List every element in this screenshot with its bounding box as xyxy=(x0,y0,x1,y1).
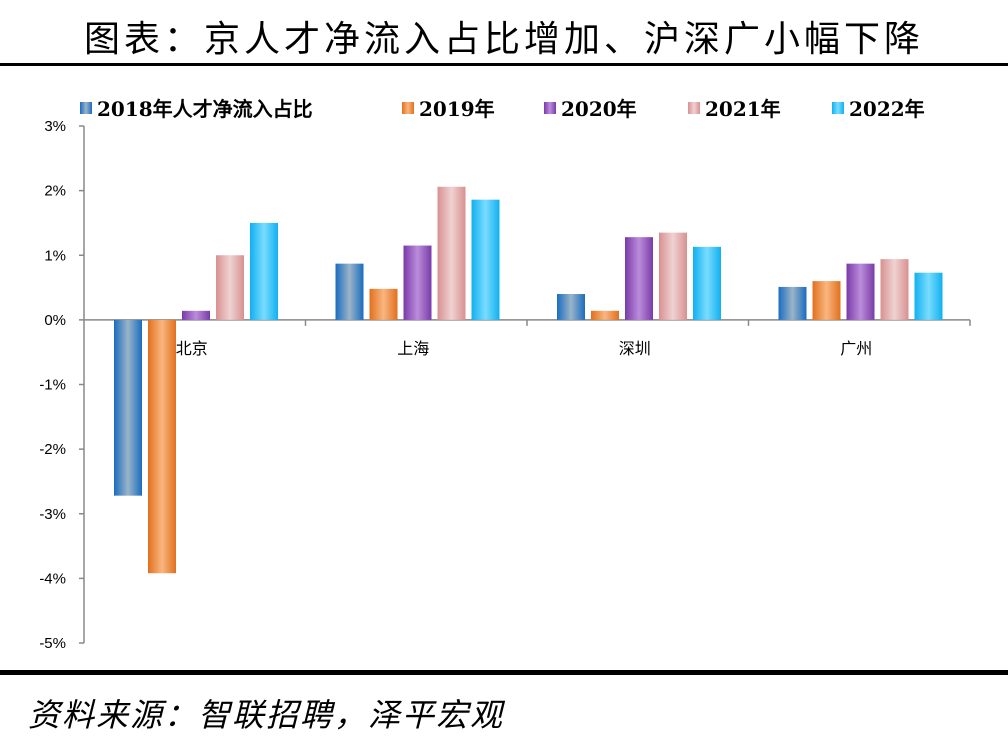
top-rule xyxy=(0,63,1008,66)
bar-上海-0 xyxy=(335,263,364,320)
bar-上海-1 xyxy=(369,288,398,320)
legend-swatch xyxy=(402,102,414,114)
bar-深圳-1 xyxy=(591,310,619,320)
bar-广州-4 xyxy=(914,272,943,320)
bar-广州-3 xyxy=(880,259,909,320)
bottom-rule xyxy=(0,670,1008,675)
source-note: 资料来源：智联招聘，泽平宏观 xyxy=(28,696,505,734)
legend-swatch xyxy=(80,102,92,114)
bar-北京-0 xyxy=(114,319,142,496)
bar-深圳-0 xyxy=(557,294,585,320)
y-tick-label: 3% xyxy=(44,118,66,135)
bar-广州-2 xyxy=(846,263,875,320)
y-tick-label: -3% xyxy=(39,506,66,523)
legend-label: 2022年 xyxy=(849,97,925,121)
y-tick-label: -4% xyxy=(39,570,66,587)
legend-swatch xyxy=(832,102,844,114)
bar-广州-1 xyxy=(812,281,841,320)
y-tick-label: 1% xyxy=(44,247,66,264)
bar-深圳-3 xyxy=(659,232,687,320)
bar-北京-1 xyxy=(148,319,176,574)
x-tick-label: 深圳 xyxy=(619,339,651,358)
bar-深圳-4 xyxy=(693,246,721,320)
legend-swatch xyxy=(544,102,556,114)
y-tick-label: -1% xyxy=(39,377,66,394)
chart-title: 图表：京人才净流入占比增加、沪深广小幅下降 xyxy=(83,19,924,60)
bar-深圳-2 xyxy=(625,237,653,320)
legend-swatch xyxy=(688,102,700,114)
x-tick-label: 上海 xyxy=(397,339,429,358)
legend-label: 2021年 xyxy=(705,97,781,121)
bar-北京-4 xyxy=(250,222,278,320)
y-tick-label: 2% xyxy=(44,183,66,200)
bar-上海-4 xyxy=(471,199,500,320)
bar-上海-2 xyxy=(403,245,432,320)
x-tick-label: 北京 xyxy=(176,339,208,358)
y-tick-label: -5% xyxy=(39,635,66,652)
legend-label: 2020年 xyxy=(561,97,637,121)
bar-上海-3 xyxy=(437,186,466,320)
bar-广州-0 xyxy=(778,286,807,320)
y-tick-label: -2% xyxy=(39,441,66,458)
x-tick-label: 广州 xyxy=(840,339,872,358)
bar-北京-2 xyxy=(182,310,210,320)
legend-label: 2018年人才净流入占比 xyxy=(97,97,313,121)
legend-label: 2019年 xyxy=(419,97,495,121)
y-tick-label: 0% xyxy=(44,312,66,329)
bar-北京-3 xyxy=(216,255,244,320)
